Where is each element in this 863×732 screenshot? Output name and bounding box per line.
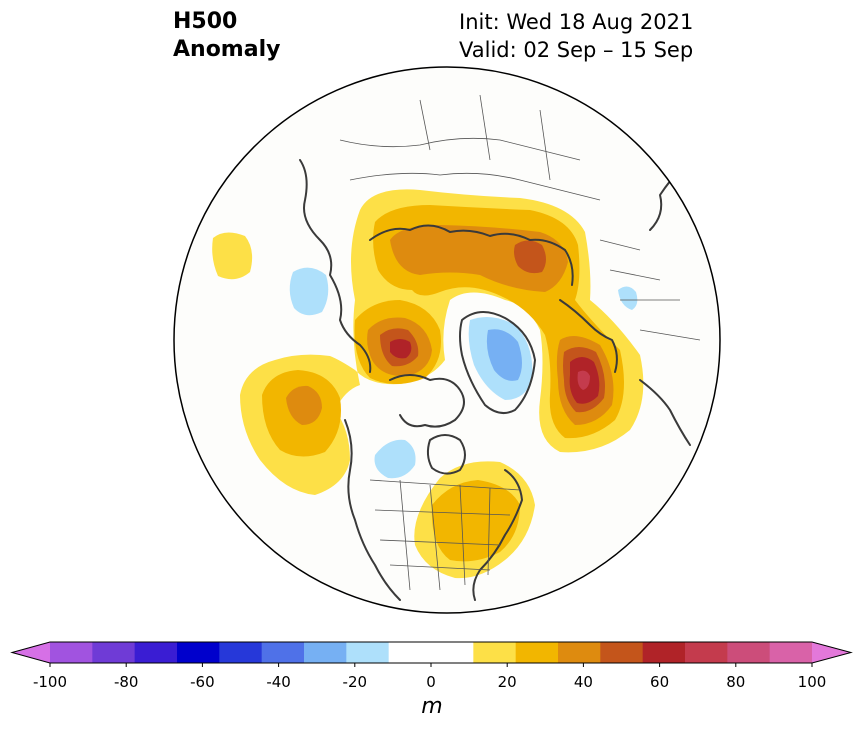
contour-pos60-europe (577, 370, 590, 390)
colorbar-bin (769, 642, 813, 663)
colorbar-bin (50, 642, 93, 663)
title-line-1: H500 (173, 9, 238, 34)
contour-pos10-pacific-west (212, 232, 253, 280)
valid-range: Valid: 02 Sep – 15 Sep (459, 38, 694, 62)
colorbar-tick-label: 80 (726, 673, 746, 691)
anomaly-contours (212, 189, 644, 579)
colorbar-bin (473, 642, 517, 663)
colorbar-bin (261, 642, 305, 663)
colorbar-bin (642, 642, 686, 663)
colorbar-tick-label: 100 (797, 673, 827, 691)
colorbar-tick-label: 60 (650, 673, 670, 691)
coastline-canada-arctic (389, 374, 465, 428)
contour-neg10-scandinavia (618, 286, 638, 310)
contour-pos30-pacific (286, 385, 322, 425)
map-title: H500 Anomaly (173, 8, 280, 64)
colorbar-bin (727, 642, 771, 663)
contour-pos20-north-america (431, 480, 520, 562)
colorbar-tick-label: 20 (497, 673, 517, 691)
colorbar-tick-label: -60 (190, 673, 215, 691)
border-europe (599, 239, 701, 341)
border-asia-2 (349, 172, 601, 201)
colorbar-tick-label: -100 (32, 673, 68, 691)
colorbar-tick-label: -80 (113, 673, 139, 691)
border-us-states-2 (399, 479, 491, 591)
colorbar-tick-label: -40 (266, 673, 291, 691)
colorbar-extend-max (812, 642, 851, 663)
coastline-hudson-bay (426, 434, 466, 475)
colorbar-bin (92, 642, 136, 663)
colorbar-bin (219, 642, 263, 663)
coastline-siberia-arctic (369, 224, 574, 286)
map-disk (174, 67, 720, 613)
border-asia-3 (419, 94, 551, 181)
contour-neg10-alaska (289, 267, 329, 316)
colorbar-bin (515, 642, 559, 663)
title-line-2: Anomaly (173, 37, 281, 62)
coastlines (299, 159, 691, 601)
colorbar-bin (431, 642, 474, 663)
colorbar-extend-min (12, 642, 50, 663)
coastline-north-america-west (344, 419, 401, 601)
border-us-states-1 (369, 479, 521, 571)
coastline-north-america-east (472, 469, 523, 601)
coastline-europe-north (559, 299, 618, 373)
init-date: Init: Wed 18 Aug 2021 (459, 10, 694, 34)
contour-neg20-greenland (486, 329, 522, 381)
colorbar-bin (600, 642, 644, 663)
colorbar-bin (304, 642, 347, 663)
colorbar-tick-label: 0 (426, 673, 436, 691)
contour-pos40-ural (514, 240, 546, 274)
colorbar-bin (346, 642, 390, 663)
borders (339, 94, 701, 591)
date-info: Init: Wed 18 Aug 2021 Valid: 02 Sep – 15… (459, 8, 693, 64)
colorbar-tick-label: -20 (342, 673, 368, 691)
contour-neg10-canada (374, 439, 416, 479)
colorbar (10, 641, 853, 667)
map-frame (173, 66, 721, 614)
colorbar-bin (177, 642, 220, 663)
colorbar-bin (388, 642, 432, 663)
contour-pos50-siberia (390, 339, 412, 359)
colorbar-bin (685, 642, 728, 663)
coastline-greenland (459, 311, 536, 415)
colorbar-tick-label: 40 (573, 673, 593, 691)
coastline-asia-east (299, 159, 372, 373)
coastline-mediterranean (639, 379, 691, 446)
border-asia-1 (339, 137, 581, 161)
colorbar-unit: m (421, 694, 443, 719)
colorbar-bin (134, 642, 178, 663)
colorbar-bin (558, 642, 601, 663)
